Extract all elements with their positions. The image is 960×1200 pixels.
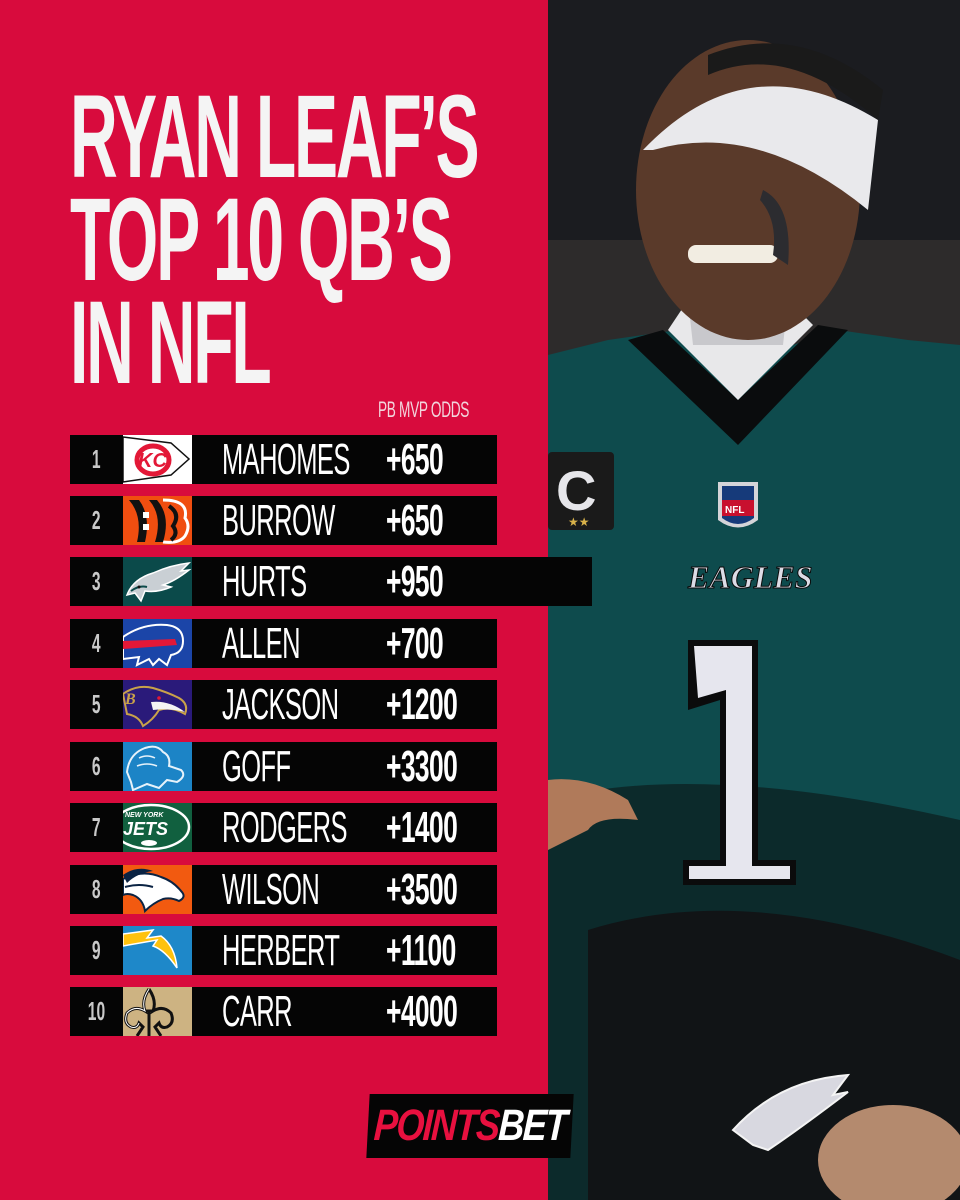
eagles-logo-icon bbox=[123, 557, 192, 606]
rank-number: 3 bbox=[92, 566, 101, 596]
ranking-row-highlighted: 3 HURTS +950 bbox=[70, 557, 592, 606]
mvp-odds: +1200 bbox=[386, 680, 458, 729]
title-line-3: IN NFL bbox=[70, 277, 272, 409]
svg-text:JETS: JETS bbox=[123, 819, 168, 839]
rank-number: 10 bbox=[87, 996, 106, 1026]
broncos-logo-icon bbox=[123, 865, 192, 914]
ranking-row: 2 BURROW +650 bbox=[70, 496, 497, 545]
ranking-row: 10 CARR +4000 bbox=[70, 987, 497, 1036]
rank-number: 8 bbox=[92, 874, 101, 904]
ranking-row: 4 ALLEN +700 bbox=[70, 619, 497, 668]
svg-text:★★: ★★ bbox=[568, 515, 590, 529]
title-line-1: RYAN LEAF’S bbox=[70, 71, 480, 203]
player-photo: C ★★ NFL EAGLES bbox=[548, 0, 960, 1200]
svg-text:KC: KC bbox=[138, 450, 167, 472]
mvp-odds: +650 bbox=[386, 496, 444, 545]
rank-number: 5 bbox=[92, 689, 101, 719]
pointsbet-logo: POINTSBET bbox=[366, 1094, 574, 1158]
rank-number: 6 bbox=[92, 751, 101, 781]
jets-logo-icon: NEW YORK JETS bbox=[123, 803, 192, 852]
rank-number: 2 bbox=[92, 505, 101, 535]
rank-number: 4 bbox=[92, 628, 101, 658]
player-illustration: C ★★ NFL EAGLES bbox=[548, 0, 960, 1200]
player-name: HURTS bbox=[222, 557, 307, 606]
mvp-odds: +3500 bbox=[386, 865, 458, 914]
player-name: RODGERS bbox=[222, 803, 348, 852]
page-title: RYAN LEAF’S TOP 10 QB’S IN NFL bbox=[70, 71, 480, 409]
ranking-row: 5 B JACKSON +1200 bbox=[70, 680, 497, 729]
chiefs-logo-icon: KC bbox=[123, 435, 192, 484]
ravens-logo-icon: B bbox=[123, 680, 192, 729]
odds-column-header: PB MVP ODDS bbox=[378, 397, 470, 422]
player-name: JACKSON bbox=[222, 680, 339, 729]
mvp-odds: +700 bbox=[386, 619, 444, 668]
bills-logo-icon bbox=[123, 619, 192, 668]
ranking-row: 9 HERBERT +1100 bbox=[70, 926, 497, 975]
mvp-odds: +4000 bbox=[386, 987, 458, 1036]
mvp-odds: +1100 bbox=[386, 926, 456, 975]
mvp-odds: +950 bbox=[386, 557, 444, 606]
player-name: BURROW bbox=[222, 496, 335, 545]
svg-text:NFL: NFL bbox=[725, 505, 744, 516]
mvp-odds: +3300 bbox=[386, 742, 458, 791]
mvp-odds: +650 bbox=[386, 435, 444, 484]
captain-patch bbox=[548, 452, 614, 530]
ranking-row: 6 GOFF +3300 bbox=[70, 742, 497, 791]
rank-number: 1 bbox=[92, 444, 101, 474]
mvp-odds: +1400 bbox=[386, 803, 458, 852]
chargers-logo-icon bbox=[123, 926, 192, 975]
saints-logo-icon bbox=[123, 987, 192, 1036]
player-name: HERBERT bbox=[222, 926, 340, 975]
svg-text:EAGLES: EAGLES bbox=[687, 559, 812, 595]
player-name: GOFF bbox=[222, 742, 291, 791]
svg-text:NEW YORK: NEW YORK bbox=[125, 812, 164, 819]
pointsbet-wordmark: POINTSBET bbox=[373, 1101, 567, 1151]
player-name: WILSON bbox=[222, 865, 320, 914]
ranking-row: 8 WILSON +3500 bbox=[70, 865, 497, 914]
rank-number: 7 bbox=[92, 812, 101, 842]
captain-letter: C bbox=[556, 459, 596, 522]
lions-logo-icon bbox=[123, 742, 192, 791]
svg-text:B: B bbox=[124, 691, 136, 708]
player-name: ALLEN bbox=[222, 619, 301, 668]
ranking-row: 7 NEW YORK JETS RODGERS +1400 bbox=[70, 803, 497, 852]
title-line-2: TOP 10 QB’S bbox=[70, 174, 453, 306]
brand-bet-text: BET bbox=[497, 1101, 568, 1150]
brand-points-text: POINTS bbox=[372, 1101, 500, 1150]
player-name: MAHOMES bbox=[222, 435, 350, 484]
bengals-logo-icon bbox=[123, 496, 192, 545]
rank-number: 9 bbox=[92, 935, 101, 965]
player-name: CARR bbox=[222, 987, 293, 1036]
ranking-row: 1 KC MAHOMES +650 bbox=[70, 435, 497, 484]
